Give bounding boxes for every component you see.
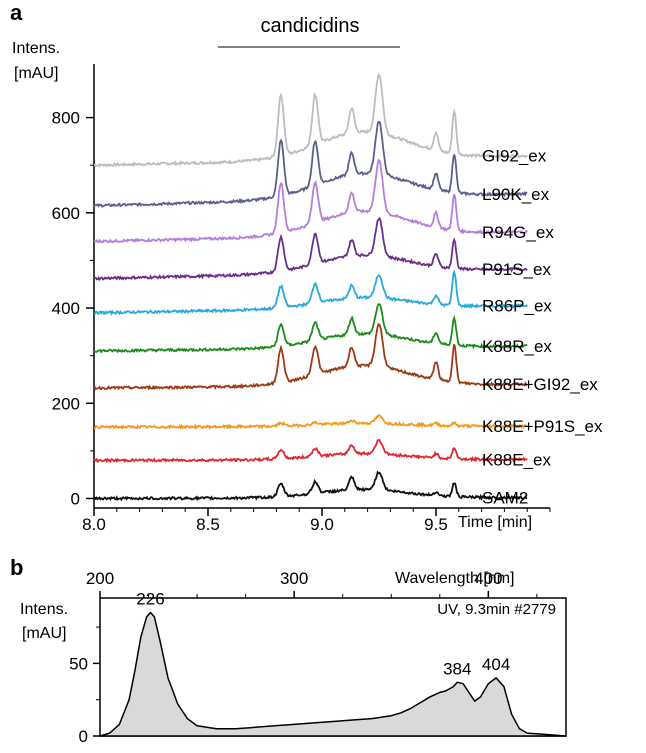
panel-b-letter: b: [10, 555, 23, 580]
y-tick-label: 200: [52, 394, 80, 413]
x-tick-label: 8.5: [196, 515, 220, 534]
y-tick-label-b: 0: [79, 727, 88, 746]
candicidins-label: candicidins: [261, 15, 360, 37]
y-tick-label: 800: [52, 109, 80, 128]
panel-b: b Intens. [mAU] Wavelength [nm] UV, 9.3m…: [10, 555, 567, 746]
trace-k88e-ex: [93, 438, 528, 464]
panel-a-letter: a: [10, 0, 23, 25]
panel-a-traces: [93, 72, 528, 502]
trace-k88r-ex: [93, 303, 528, 354]
x-tick-label: 9.0: [310, 515, 334, 534]
series-label-sam2: SAM2: [482, 489, 528, 508]
series-label-k88e-ex: K88E_ex: [482, 450, 551, 469]
panel-a: a candicidins Intens. [mAU] Time [min] 0…: [10, 0, 603, 534]
spectrum-info-label: UV, 9.3min #2779: [437, 601, 556, 618]
trace-p91s-ex: [93, 216, 528, 282]
trace-k88e-gi92-ex: [93, 322, 528, 391]
y-tick-label: 0: [71, 489, 80, 508]
series-label-k88e-gi92-ex: K88E+GI92_ex: [482, 375, 598, 394]
y-axis-label-b-line1: Intens.: [20, 601, 68, 618]
peak-label-404: 404: [482, 655, 510, 674]
wavelength-tick-label: 400: [474, 569, 502, 588]
trace-k88e-p91s-ex: [94, 414, 528, 431]
trace-r94g-ex: [93, 158, 528, 244]
x-tick-label: 8.0: [82, 515, 106, 534]
series-label-p91s-ex: P91S_ex: [482, 260, 551, 279]
y-tick-label: 600: [52, 204, 80, 223]
peak-label-384: 384: [443, 659, 471, 678]
wavelength-axis-label: Wavelength [nm]: [395, 570, 514, 587]
wavelength-tick-label: 300: [280, 569, 308, 588]
peak-label-226: 226: [136, 590, 164, 609]
uv-spectrum-area: [99, 611, 567, 737]
series-label-r94g-ex: R94G_ex: [482, 223, 554, 242]
trace-gi92-ex: [93, 72, 528, 168]
y-axis-label-b-line2: [mAU]: [22, 625, 66, 642]
series-label-r86p-ex: R86P_ex: [482, 297, 552, 316]
trace-l90k-ex: [93, 120, 528, 208]
wavelength-tick-label: 200: [86, 569, 114, 588]
panel-a-axes: 0 200 400 600 800 8.0 8.5 9.0 9.5: [52, 64, 551, 534]
series-label-k88e-p91s-ex: K88E+P91S_ex: [482, 417, 603, 436]
series-label-k88r-ex: K88R_ex: [482, 337, 552, 356]
x-tick-label: 9.5: [424, 515, 448, 534]
panel-a-series-labels: GI92_ex L90K_ex R94G_ex P91S_ex R86P_ex K88R_…: [482, 147, 603, 508]
x-axis-label: Time [min]: [458, 514, 532, 531]
y-tick-label-b: 50: [69, 654, 88, 673]
series-label-gi92-ex: GI92_ex: [482, 147, 547, 166]
series-label-l90k-ex: L90K_ex: [482, 185, 550, 204]
trace-sam2: [93, 470, 528, 502]
trace-r86p-ex: [94, 269, 528, 316]
y-axis-label-line2: [mAU]: [14, 65, 58, 82]
y-tick-label: 400: [52, 299, 80, 318]
panel-b-spectrum: 226 384 404: [99, 590, 567, 737]
y-axis-label-line1: Intens.: [12, 40, 60, 57]
